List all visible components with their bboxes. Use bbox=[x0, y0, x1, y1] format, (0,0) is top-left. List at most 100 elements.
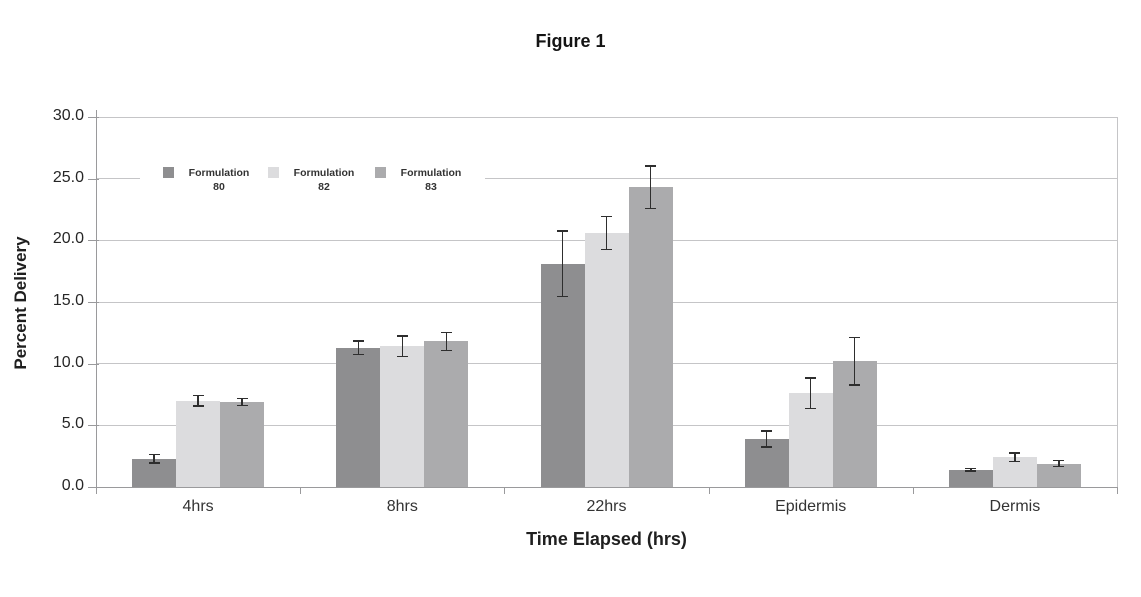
error-bar-line bbox=[1058, 459, 1060, 468]
error-bar-cap-bottom bbox=[148, 462, 160, 464]
error-bar bbox=[192, 394, 204, 407]
y-axis-tick bbox=[88, 302, 99, 303]
error-bar bbox=[236, 397, 248, 407]
error-bar-cap-bottom bbox=[965, 470, 977, 472]
x-axis-tick bbox=[504, 488, 506, 494]
legend-label-line1: Formulation bbox=[400, 167, 462, 179]
bar-formulation-82-8hrs bbox=[380, 346, 425, 487]
error-bar-line bbox=[970, 467, 972, 472]
x-axis-line bbox=[96, 487, 1118, 488]
error-bar bbox=[965, 467, 977, 472]
error-bar-cap-bottom bbox=[1053, 465, 1065, 468]
x-axis-title: Time Elapsed (hrs) bbox=[526, 529, 687, 549]
y-tick-label: 0.0 bbox=[61, 477, 84, 494]
legend-item-formulation-83: Formulation 83 bbox=[375, 166, 467, 194]
error-bar-line bbox=[357, 340, 360, 356]
error-bar-cap-top bbox=[601, 215, 612, 218]
x-axis-tick bbox=[708, 488, 710, 494]
error-bar bbox=[761, 430, 773, 448]
error-bar-line bbox=[401, 335, 404, 358]
error-bar bbox=[1053, 459, 1065, 468]
y-tick-label: 5.0 bbox=[61, 415, 84, 433]
error-bar-cap-bottom bbox=[805, 407, 817, 410]
y-axis-title: Percent Delivery bbox=[11, 236, 30, 370]
error-bar-cap-top bbox=[148, 453, 160, 456]
y-axis-tick bbox=[88, 178, 99, 180]
legend-label-line2: 83 bbox=[425, 181, 437, 193]
x-tick-label: 8hrs bbox=[386, 498, 418, 515]
y-axis-tick bbox=[88, 425, 99, 427]
error-bar-line bbox=[241, 397, 243, 407]
error-bar-cap-bottom bbox=[396, 355, 408, 358]
bar-formulation-80-dermis bbox=[948, 469, 993, 487]
error-bar-cap-top bbox=[805, 377, 817, 379]
y-axis-tick bbox=[88, 117, 99, 118]
y-tick-label: 20.0 bbox=[52, 230, 84, 248]
error-bar bbox=[557, 230, 568, 298]
y-tick-label: 15.0 bbox=[52, 292, 84, 309]
error-bar-line bbox=[445, 331, 448, 352]
error-bar-cap-bottom bbox=[352, 353, 364, 356]
error-bar-cap-top bbox=[440, 331, 452, 334]
error-bar-cap-bottom bbox=[236, 404, 248, 407]
error-bar-cap-bottom bbox=[192, 405, 204, 407]
x-axis-tick bbox=[912, 488, 914, 494]
legend-label-line2: 80 bbox=[213, 181, 225, 193]
plot-right-border bbox=[1117, 117, 1118, 487]
error-bar-cap-bottom bbox=[761, 446, 773, 448]
y-tick-label: 10.0 bbox=[52, 353, 84, 371]
error-bar-cap-top bbox=[645, 165, 656, 167]
plot-area bbox=[96, 116, 1117, 487]
bar-formulation-82-22hrs bbox=[584, 232, 629, 487]
error-bar-cap-bottom bbox=[440, 349, 452, 352]
error-bar bbox=[440, 331, 452, 352]
bar-formulation-82-4hrs bbox=[176, 400, 221, 487]
error-bar-line bbox=[853, 336, 856, 386]
legend-item-formulation-80: Formulation 80 bbox=[163, 166, 255, 194]
error-bar-cap-bottom bbox=[645, 207, 656, 210]
y-tick-label: 30.0 bbox=[52, 107, 84, 124]
bar-formulation-80-8hrs bbox=[336, 347, 381, 487]
bar-formulation-80-22hrs bbox=[540, 263, 585, 487]
error-bar-cap-top bbox=[396, 335, 408, 337]
x-axis-tick bbox=[1117, 488, 1118, 494]
bar-formulation-83-dermis bbox=[1036, 463, 1081, 487]
error-bar-line bbox=[605, 215, 608, 251]
gridline bbox=[96, 116, 1117, 118]
error-bar bbox=[805, 377, 817, 410]
error-bar-line bbox=[649, 165, 652, 210]
bar-formulation-83-4hrs bbox=[220, 401, 265, 487]
gridline bbox=[96, 178, 1117, 180]
legend-swatch bbox=[163, 167, 174, 178]
legend-swatch bbox=[268, 167, 279, 178]
error-bar bbox=[352, 340, 364, 356]
figure-title: Figure 1 bbox=[535, 31, 606, 51]
x-axis-tick bbox=[300, 488, 302, 494]
error-bar-line bbox=[1014, 452, 1016, 463]
error-bar-cap-top bbox=[849, 336, 861, 339]
error-bar-line bbox=[765, 430, 768, 448]
legend-label: Formulation 83 bbox=[395, 166, 467, 194]
error-bar-cap-bottom bbox=[601, 248, 612, 251]
error-bar-cap-bottom bbox=[849, 384, 861, 386]
error-bar-line bbox=[809, 377, 812, 410]
bar-formulation-82-dermis bbox=[992, 457, 1037, 487]
x-tick-label: Dermis bbox=[989, 498, 1041, 515]
error-bar bbox=[148, 453, 160, 464]
error-bar-cap-top bbox=[1053, 459, 1065, 462]
y-axis-tick bbox=[88, 487, 99, 488]
bar-formulation-83-8hrs bbox=[424, 341, 469, 487]
error-bar-cap-top bbox=[965, 467, 977, 470]
y-axis-tick bbox=[88, 240, 99, 242]
legend-item-formulation-82: Formulation 82 bbox=[268, 166, 360, 194]
error-bar bbox=[849, 336, 861, 386]
x-tick-label: Epidermis bbox=[775, 498, 847, 515]
y-tick-label: 25.0 bbox=[52, 168, 84, 186]
y-axis-line bbox=[96, 110, 97, 492]
error-bar-cap-bottom bbox=[557, 295, 568, 298]
error-bar-line bbox=[197, 394, 199, 407]
x-tick-label: 22hrs bbox=[586, 498, 627, 515]
legend-label: Formulation 80 bbox=[183, 166, 255, 194]
error-bar bbox=[601, 215, 612, 251]
error-bar-cap-top bbox=[192, 394, 204, 396]
